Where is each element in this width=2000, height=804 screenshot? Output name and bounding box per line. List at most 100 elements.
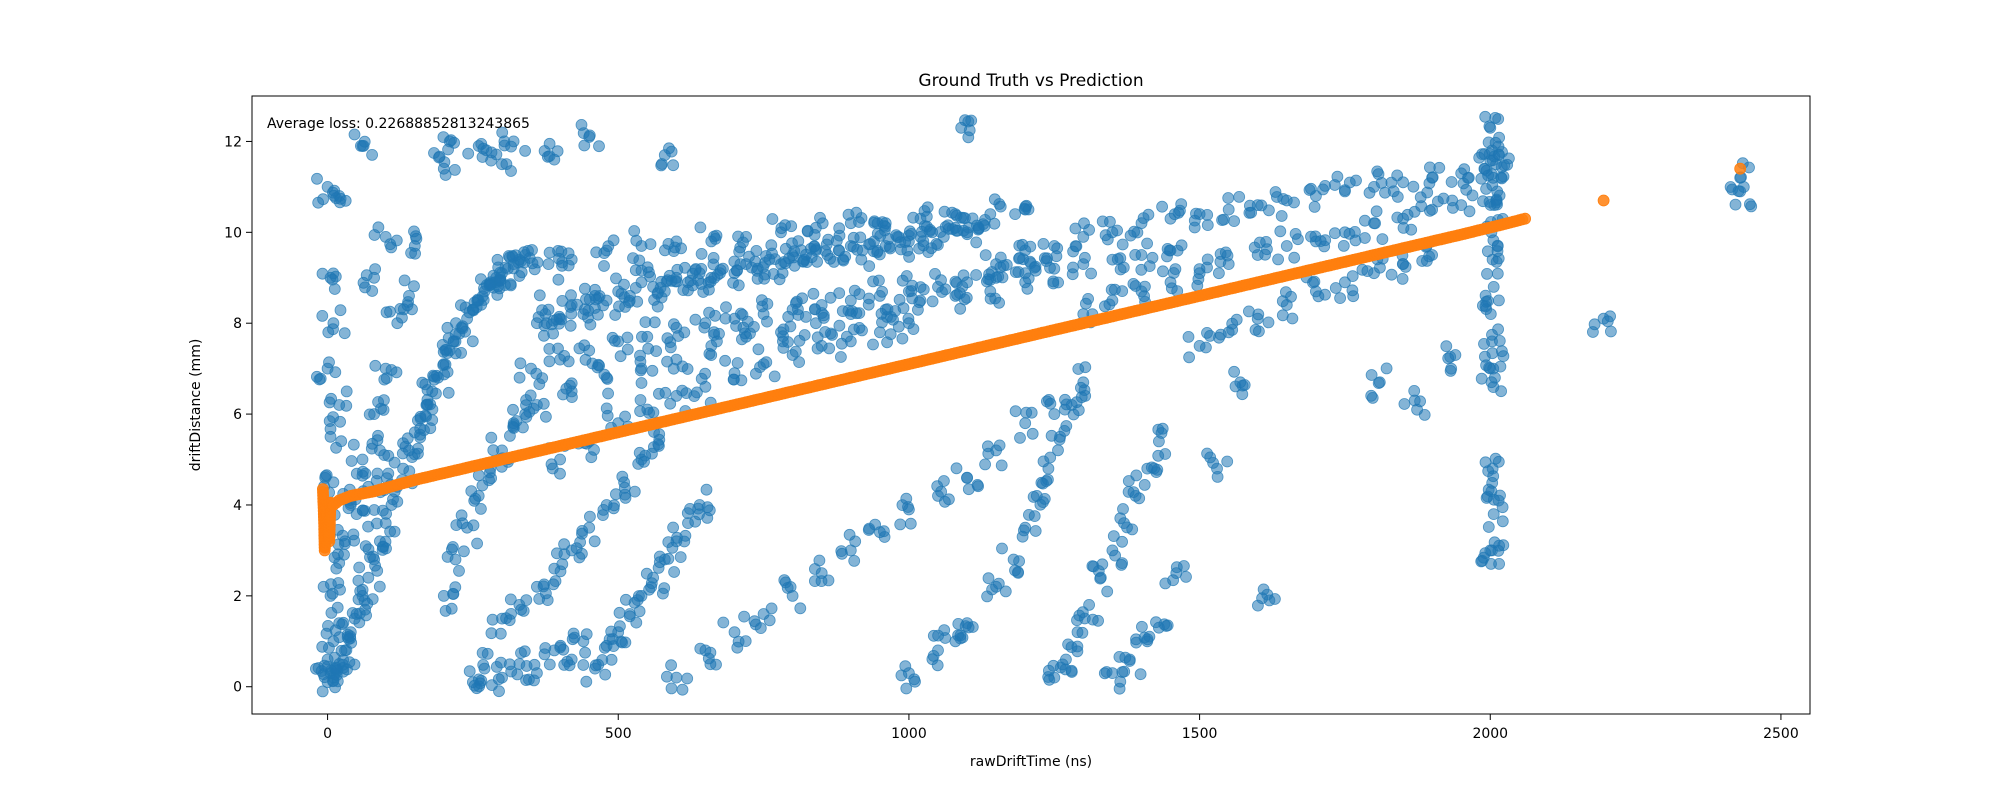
- ground-truth-point: [446, 541, 459, 553]
- ground-truth-point: [515, 647, 527, 659]
- ground-truth-point: [1288, 196, 1300, 209]
- ground-truth-point: [634, 394, 647, 406]
- ground-truth-point: [580, 628, 593, 641]
- ground-truth-point: [1359, 214, 1371, 227]
- ground-truth-point: [871, 217, 884, 230]
- ground-truth-point: [1407, 180, 1420, 193]
- ground-truth-point: [1070, 240, 1083, 253]
- ground-truth-point: [532, 311, 545, 324]
- ground-truth-point: [577, 659, 590, 671]
- ground-truth-point: [360, 269, 373, 282]
- ground-truth-point: [697, 286, 710, 298]
- ground-truth-point: [565, 307, 578, 320]
- x-tick-label: 2500: [1763, 726, 1799, 742]
- ground-truth-point: [954, 287, 966, 300]
- ground-truth-point: [439, 344, 452, 356]
- ground-truth-point: [1493, 558, 1505, 570]
- ground-truth-point: [1487, 280, 1500, 293]
- ground-truth-point: [1156, 422, 1169, 435]
- ground-truth-point: [1048, 408, 1061, 421]
- ground-truth-point: [1359, 232, 1371, 244]
- ground-truth-point: [312, 196, 325, 209]
- ground-truth-point: [1192, 273, 1205, 286]
- ground-truth-points: [309, 110, 1758, 698]
- ground-truth-point: [517, 605, 530, 617]
- ground-truth-point: [735, 374, 748, 387]
- ground-truth-point: [628, 485, 641, 498]
- ground-truth-point: [1350, 174, 1362, 187]
- x-tick-label: 500: [605, 726, 632, 742]
- ground-truth-point: [562, 259, 575, 272]
- ground-truth-point: [732, 230, 744, 243]
- ground-truth-point: [1477, 299, 1489, 312]
- ground-truth-point: [1487, 470, 1500, 483]
- ground-truth-point: [665, 145, 678, 158]
- ground-truth-point: [520, 394, 532, 406]
- ground-truth-point: [1013, 251, 1026, 264]
- ground-truth-point: [765, 602, 778, 615]
- ground-truth-point: [1276, 309, 1289, 322]
- ground-truth-point: [1255, 199, 1268, 212]
- ground-truth-point: [1111, 224, 1123, 237]
- ground-truth-point: [317, 580, 330, 593]
- ground-truth-point: [1083, 223, 1095, 236]
- ground-truth-point: [1271, 191, 1283, 203]
- ground-truth-point: [917, 235, 930, 248]
- ground-truth-point: [1070, 396, 1083, 409]
- ground-truth-point: [777, 341, 790, 354]
- ground-truth-point: [329, 681, 342, 694]
- ground-truth-point: [1028, 510, 1041, 522]
- ground-truth-point: [373, 580, 386, 593]
- ground-truth-point: [513, 371, 526, 384]
- ground-truth-point: [369, 263, 382, 276]
- ground-truth-point: [1099, 300, 1111, 313]
- ground-truth-point: [1421, 254, 1433, 267]
- ground-truth-point: [371, 467, 384, 480]
- ground-truth-point: [371, 564, 384, 577]
- ground-truth-point: [833, 287, 846, 300]
- ground-truth-point: [997, 259, 1010, 272]
- ground-truth-point: [320, 469, 333, 482]
- ground-truth-point: [719, 354, 731, 367]
- ground-truth-point: [1365, 369, 1378, 381]
- x-tick-label: 1500: [1182, 726, 1218, 742]
- ground-truth-point: [900, 270, 913, 282]
- ground-truth-point: [703, 504, 716, 517]
- ground-truth-point: [863, 260, 876, 273]
- ground-truth-point: [698, 321, 711, 334]
- ground-truth-point: [667, 159, 680, 172]
- ground-truth-point: [316, 267, 329, 280]
- ground-truth-point: [592, 308, 604, 321]
- ground-truth-point: [562, 355, 575, 368]
- ground-truth-point: [602, 240, 615, 253]
- ground-truth-point: [900, 682, 913, 695]
- ground-truth-point: [965, 114, 978, 127]
- ground-truth-point: [665, 682, 678, 695]
- ground-truth-point: [848, 284, 861, 297]
- y-tick-label: 10: [224, 225, 242, 241]
- ground-truth-point: [1222, 192, 1235, 204]
- ground-truth-point: [1495, 172, 1508, 185]
- ground-truth-point: [1200, 341, 1212, 354]
- ground-truth-point: [1729, 198, 1742, 211]
- ground-truth-point: [731, 264, 743, 277]
- ground-truth-point: [1476, 554, 1489, 567]
- ground-truth-point: [1375, 176, 1388, 189]
- ground-truth-point: [835, 351, 847, 363]
- ground-truth-point: [1490, 193, 1503, 206]
- ground-truth-point: [380, 372, 393, 385]
- ground-truth-point: [811, 331, 824, 344]
- ground-truth-point: [894, 518, 907, 531]
- ground-truth-point: [1141, 237, 1153, 250]
- ground-truth-point: [962, 621, 975, 634]
- ground-truth-point: [1503, 152, 1515, 165]
- ground-truth-point: [1405, 223, 1418, 236]
- ground-truth-point: [636, 330, 648, 343]
- ground-truth-point: [907, 211, 920, 224]
- ground-truth-point: [492, 673, 505, 686]
- ground-truth-point: [366, 285, 379, 297]
- ground-truth-point: [491, 253, 504, 266]
- ground-truth-point: [1043, 393, 1055, 406]
- ground-truth-point: [1009, 208, 1021, 221]
- ground-truth-point: [1018, 524, 1030, 537]
